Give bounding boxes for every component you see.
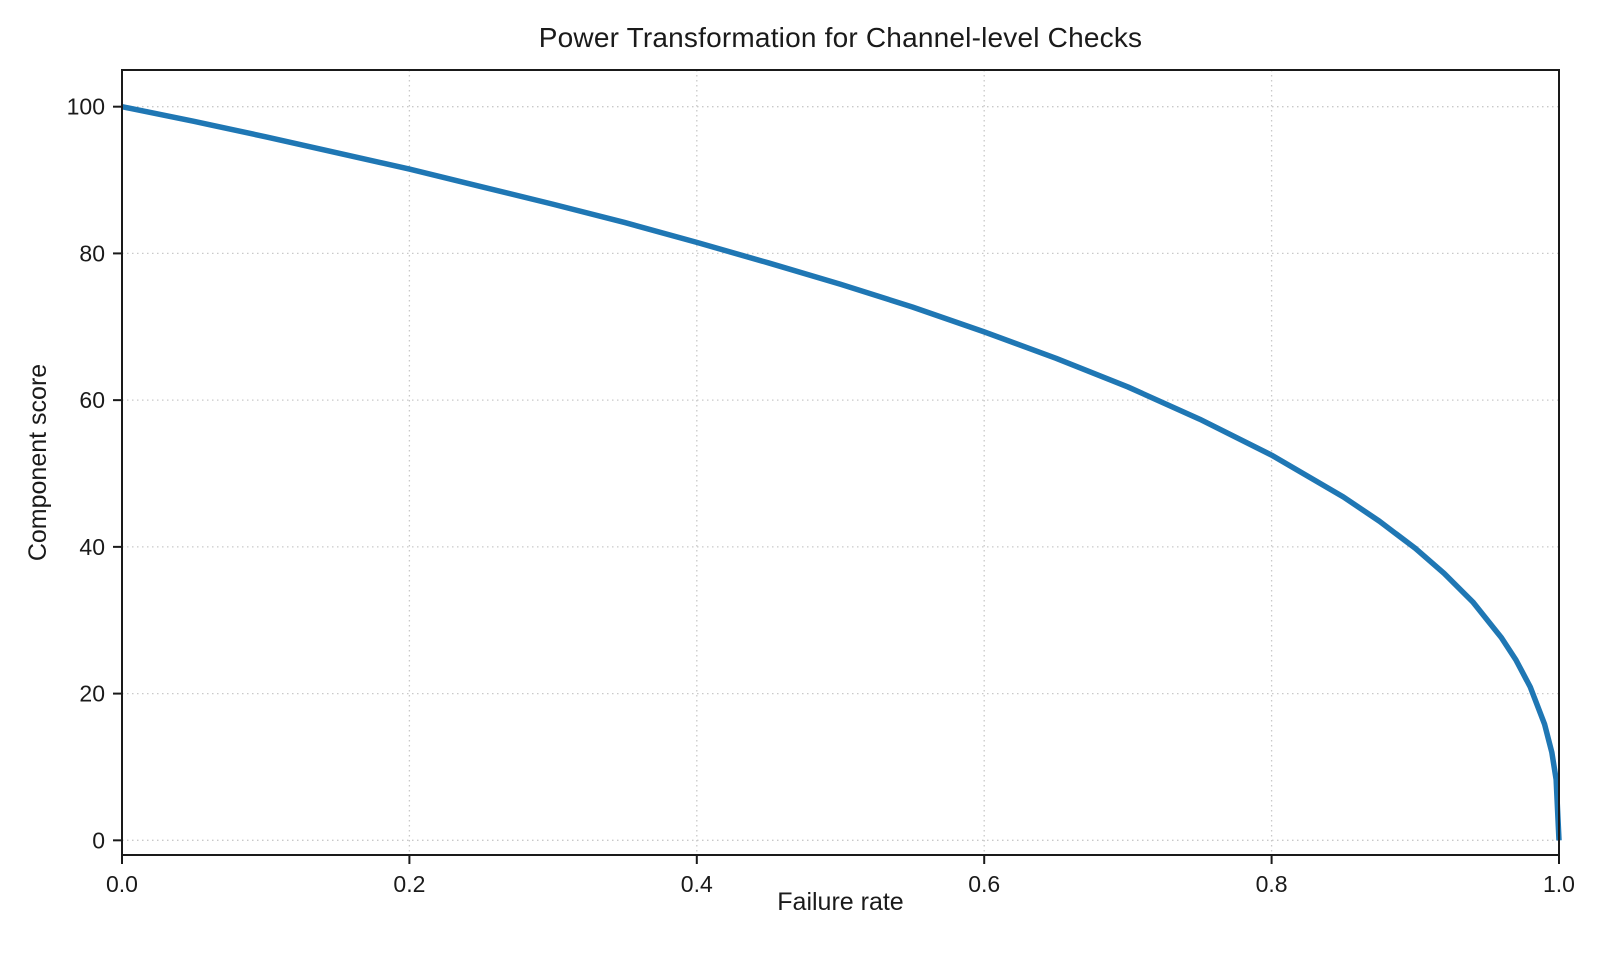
x-tick-label: 0.4 bbox=[681, 871, 713, 897]
chart-title: Power Transformation for Channel-level C… bbox=[538, 22, 1143, 53]
plot-spines bbox=[121, 69, 1560, 856]
axes-layer bbox=[113, 69, 1560, 864]
y-tick-label: 60 bbox=[79, 387, 105, 413]
x-tick-label: 0.0 bbox=[106, 871, 138, 897]
y-tick-label: 100 bbox=[67, 94, 105, 120]
y-axis-label: Component score bbox=[24, 364, 52, 561]
x-tick-label: 0.2 bbox=[393, 871, 425, 897]
label-layer: 0.0 0.2 0.4 0.6 0.8 1.0 0 20 40 60 80 100 Failure ra… bbox=[24, 94, 1575, 916]
series-line bbox=[121, 103, 1562, 841]
y-tick-label: 80 bbox=[79, 240, 105, 266]
y-tick-label: 40 bbox=[79, 534, 105, 560]
grid-layer bbox=[121, 70, 1560, 855]
x-axis-label: Failure rate bbox=[777, 888, 903, 916]
x-tick-label: 0.6 bbox=[968, 871, 1000, 897]
x-tick-label: 0.8 bbox=[1256, 871, 1288, 897]
y-tick-label: 20 bbox=[79, 681, 105, 707]
x-tick-label: 1.0 bbox=[1543, 871, 1575, 897]
y-tick-label: 0 bbox=[92, 827, 105, 853]
series-layer bbox=[121, 103, 1562, 841]
